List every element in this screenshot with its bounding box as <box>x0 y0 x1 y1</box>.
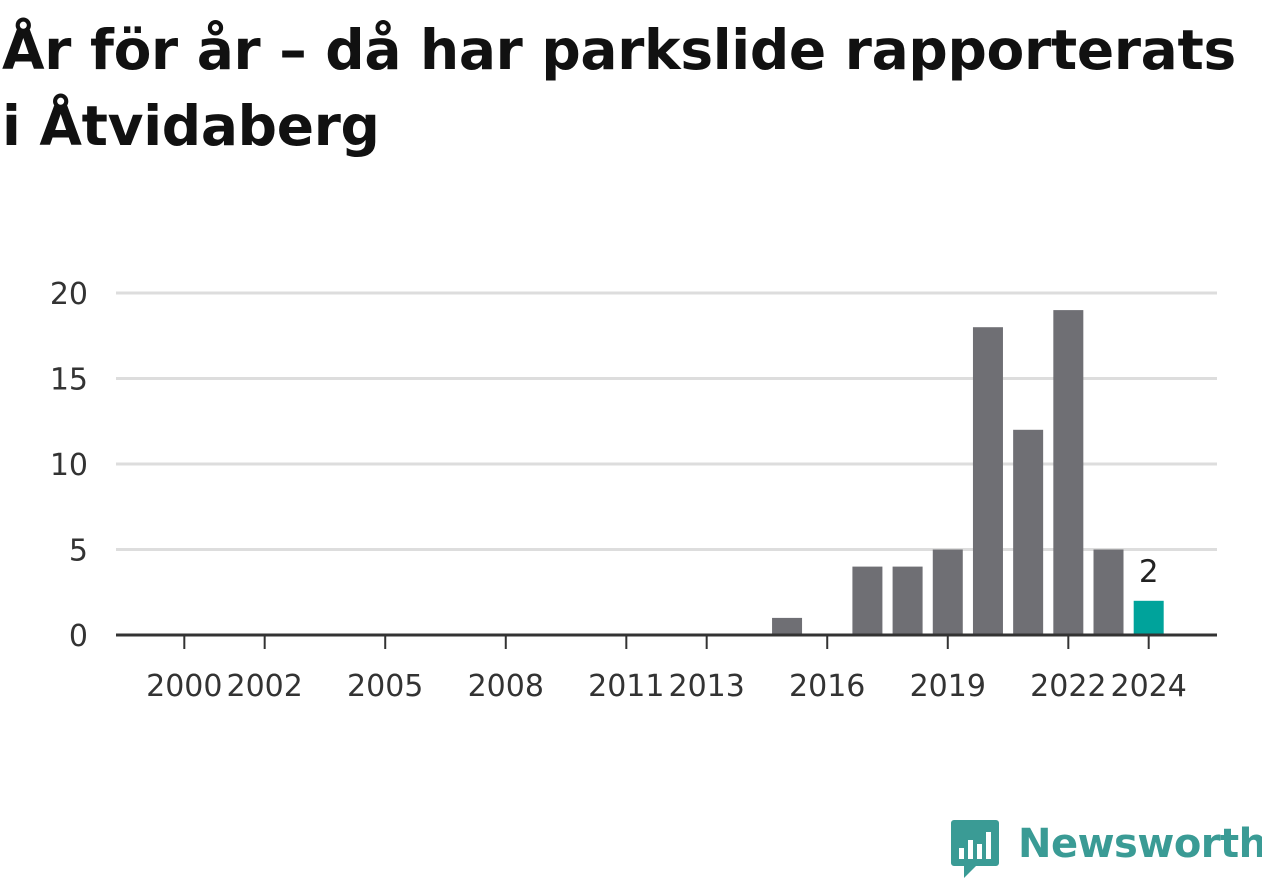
bar-2017 <box>852 566 883 635</box>
x-tick-label-2022: 2022 <box>1030 669 1106 704</box>
newsworthy-logo: Newsworthy <box>950 818 1262 880</box>
x-tick-label-2005: 2005 <box>347 669 423 704</box>
bar-2015 <box>772 617 803 635</box>
bar-2024 <box>1133 600 1164 635</box>
bar-2019 <box>932 549 963 635</box>
bar-2022 <box>1053 310 1084 635</box>
axes: 0 5 10 15 20 2000 2002 2005 2008 2011 2013 2016 2019… <box>50 277 1217 704</box>
chart-title: År för år – då har parkslide rapporterat… <box>2 18 1236 158</box>
bars <box>772 310 1164 635</box>
y-tick-label-0: 0 <box>69 619 88 654</box>
y-tick-label-10: 10 <box>50 448 88 483</box>
y-tick-label-20: 20 <box>50 277 88 312</box>
y-tick-label-5: 5 <box>69 534 88 569</box>
x-tick-label-2008: 2008 <box>468 669 544 704</box>
x-tick-label-2002: 2002 <box>226 669 302 704</box>
x-tick-label-2019: 2019 <box>910 669 986 704</box>
data-label-2024: 2 <box>1139 554 1159 590</box>
bar-2021 <box>1013 429 1044 635</box>
x-tick-label-2000: 2000 <box>146 669 222 704</box>
gridlines <box>116 291 1217 551</box>
data-labels: 2 <box>1139 554 1159 590</box>
bar-2018 <box>892 566 923 635</box>
brand-name: Newsworthy <box>1018 821 1262 867</box>
x-tick-label-2016: 2016 <box>789 669 865 704</box>
x-tick-label-2011: 2011 <box>588 669 664 704</box>
newsworthy-logo-icon <box>951 820 999 878</box>
bar-2020 <box>972 327 1003 635</box>
x-tick-label-2013: 2013 <box>669 669 745 704</box>
x-tick-label-2024: 2024 <box>1111 669 1187 704</box>
bar-2023 <box>1093 549 1124 635</box>
y-tick-label-15: 15 <box>50 363 88 398</box>
